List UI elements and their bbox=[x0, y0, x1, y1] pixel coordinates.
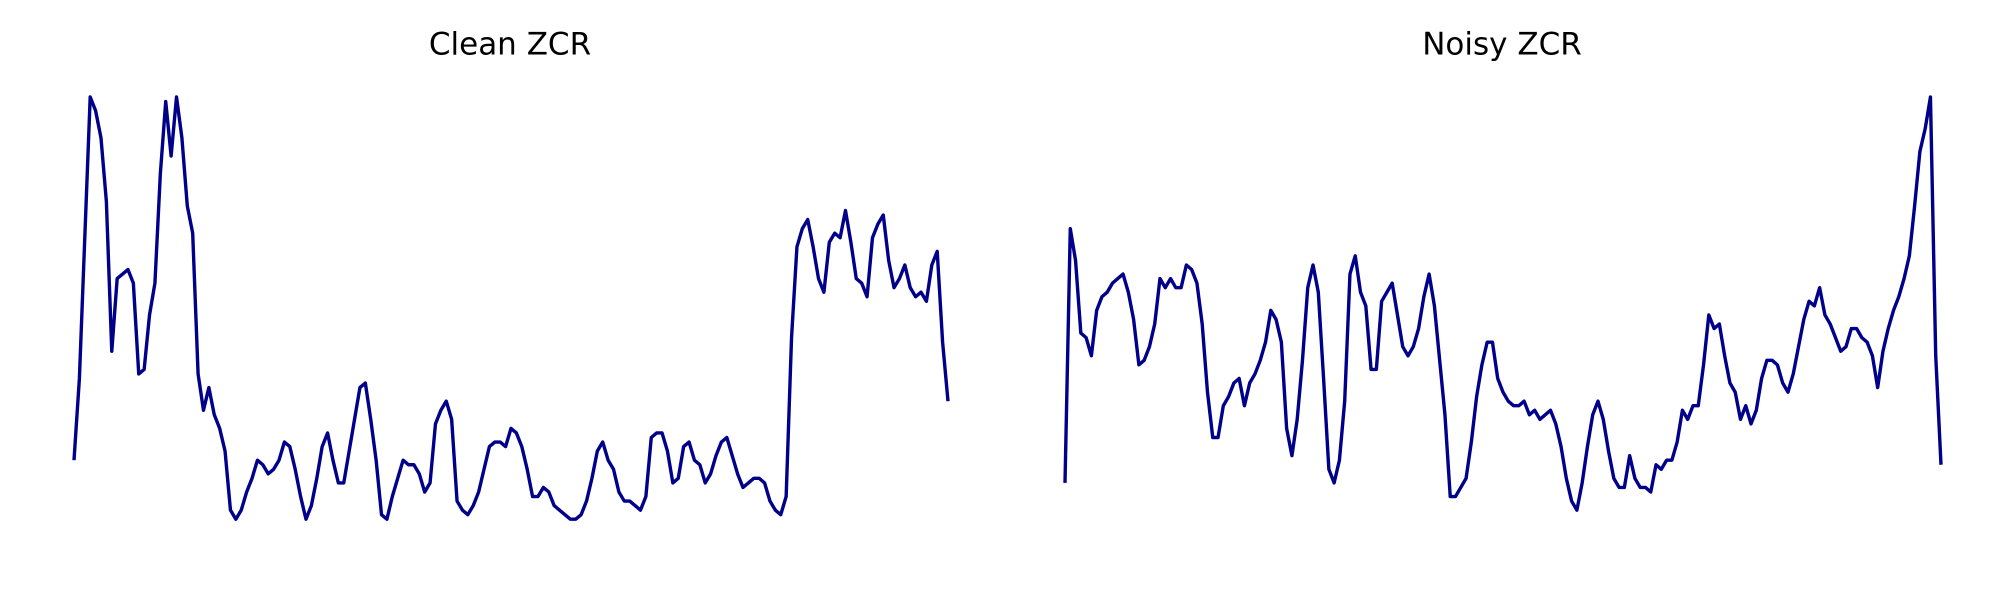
clean-zcr-line bbox=[72, 95, 950, 521]
clean-zcr-panel: Clean ZCR bbox=[72, 27, 950, 521]
noisy-zcr-line bbox=[1063, 95, 1943, 512]
noisy-zcr-panel: Noisy ZCR bbox=[1063, 27, 1943, 512]
chart-title-noisy: Noisy ZCR bbox=[1422, 27, 1582, 63]
chart-title-clean: Clean ZCR bbox=[429, 27, 591, 63]
